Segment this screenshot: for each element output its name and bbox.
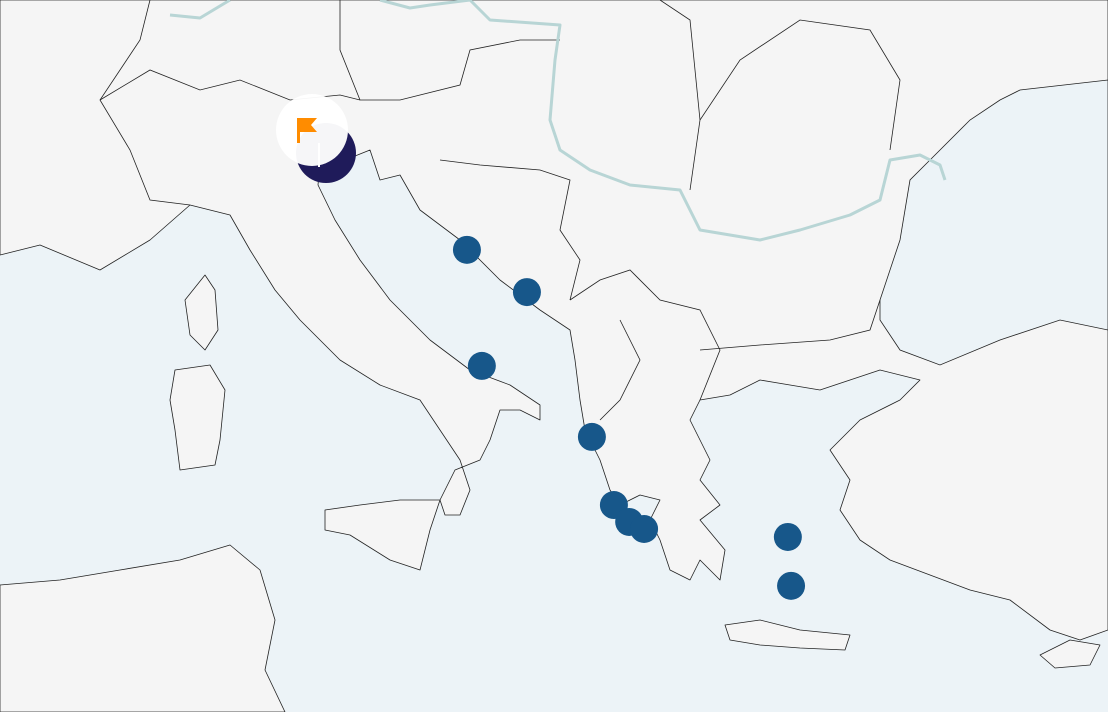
selected-marker[interactable] (276, 94, 356, 183)
map-marker[interactable] (777, 571, 806, 600)
africa-landmass (0, 544, 286, 712)
map-marker[interactable] (773, 522, 802, 551)
map-marker[interactable] (452, 235, 481, 264)
black-sea (879, 79, 1108, 366)
cyprus (1039, 639, 1101, 669)
markers-layer (452, 235, 806, 600)
map-marker[interactable] (512, 278, 541, 307)
map-marker[interactable] (630, 515, 659, 543)
sardinia (169, 364, 226, 471)
corsica (184, 274, 219, 351)
river-northwest (169, 0, 231, 20)
crete (724, 619, 851, 651)
map-marker[interactable] (467, 351, 496, 380)
country-borders (99, 0, 901, 421)
rivers (169, 0, 947, 242)
sicily (324, 499, 441, 571)
danube-river (379, 0, 947, 242)
flag-icon (297, 118, 317, 143)
map-marker[interactable] (577, 422, 606, 451)
europe-landmass (0, 0, 1108, 641)
